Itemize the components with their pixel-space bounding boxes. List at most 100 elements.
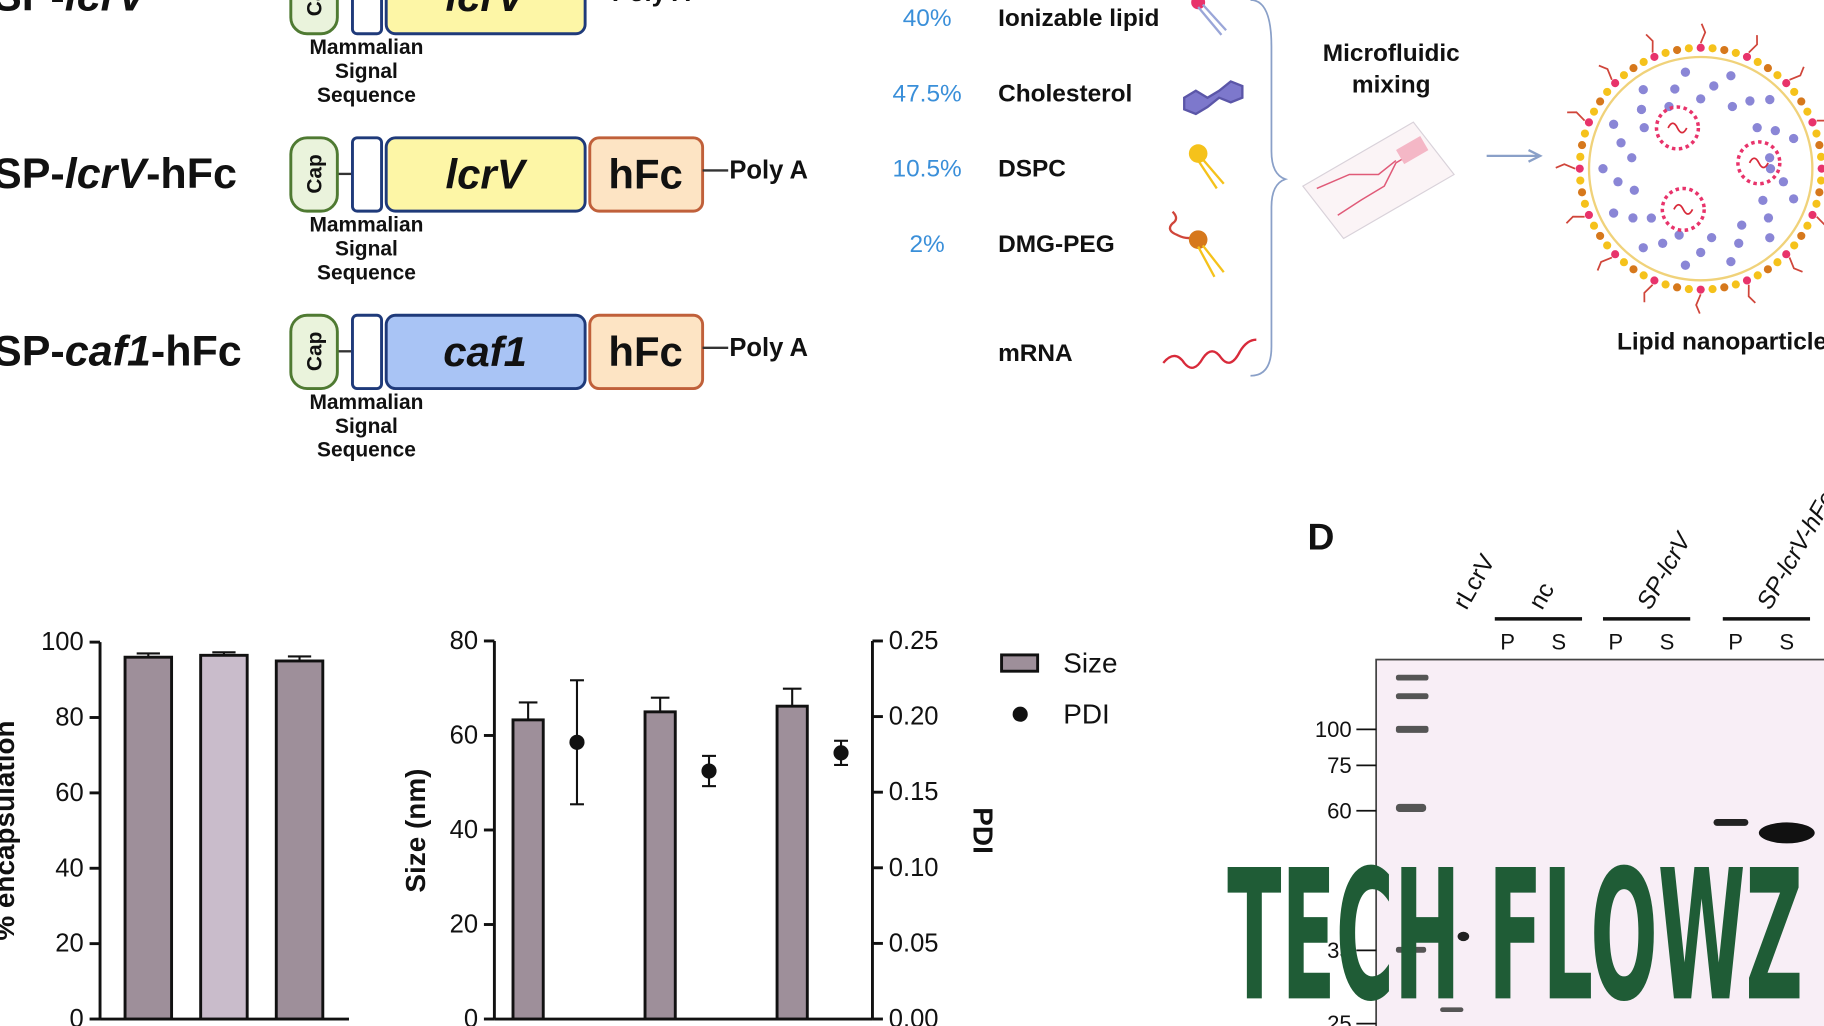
- lnp-head: [1603, 241, 1612, 250]
- lnp-head: [1575, 164, 1584, 173]
- lnp-chol: [1658, 238, 1668, 248]
- lnp-head: [1580, 199, 1589, 208]
- ladder-band: [1395, 946, 1427, 953]
- bar: [775, 704, 809, 1021]
- y2-axis-label: PDI: [967, 807, 998, 854]
- tag-label: hFc: [608, 150, 682, 197]
- lnp-chol: [1709, 81, 1719, 91]
- ladder: [1395, 674, 1464, 1013]
- signal-box: [351, 0, 384, 36]
- lnp-head: [1763, 64, 1772, 73]
- lnp-head: [1576, 152, 1585, 161]
- lnp-chol: [1608, 208, 1619, 218]
- lnp-head: [1673, 45, 1682, 55]
- lnp-head: [1650, 276, 1659, 285]
- icon-dspc-tail: [1197, 158, 1225, 190]
- lnp-peg: [1567, 111, 1586, 122]
- band: [1713, 818, 1749, 826]
- lnp-chol: [1674, 230, 1684, 240]
- lnp-chol: [1764, 153, 1775, 163]
- lnp-micelle: [1736, 140, 1782, 186]
- lipid-percent: 2%: [909, 231, 944, 258]
- lnp-chol: [1627, 153, 1637, 163]
- lnp-chol: [1608, 119, 1619, 129]
- lnp-chol: [1737, 220, 1747, 230]
- lnp-head: [1763, 265, 1772, 274]
- lnp-head: [1684, 284, 1693, 294]
- lnp-chol: [1788, 194, 1799, 204]
- ladder-band: [1395, 725, 1429, 733]
- poly-a: Poly A: [729, 334, 808, 362]
- lnp-head: [1589, 221, 1599, 230]
- lnp-head: [1589, 107, 1599, 116]
- name-gene: caf1: [65, 327, 151, 375]
- signal-label: Sequence: [317, 439, 416, 462]
- mixing-label: mixing: [1352, 71, 1431, 98]
- lnp-peg: [1565, 215, 1585, 224]
- lnp-rna: [1673, 203, 1694, 215]
- lnp-head: [1797, 97, 1806, 106]
- construct: SP-lcrV Cap lcrV Poly A MammalianSignalSeque…: [0, 0, 691, 107]
- name-prefix: SP-: [0, 150, 65, 198]
- lnp-rna: [1748, 157, 1769, 169]
- lnp-head: [1817, 164, 1824, 173]
- lane-sub: P: [1500, 630, 1515, 655]
- lnp-peg: [1789, 66, 1805, 81]
- lnp-peg: [1598, 64, 1613, 81]
- lnp-peg: [1747, 284, 1756, 304]
- lnp-head: [1773, 71, 1782, 80]
- lnp-micelle: [1660, 186, 1706, 233]
- bar: [511, 718, 545, 1021]
- y-axis-label: % encapsulation: [0, 720, 20, 940]
- lnp-label: Lipid nanoparticle: [1617, 329, 1824, 356]
- bar: [643, 710, 677, 1021]
- lnp-head: [1639, 271, 1648, 280]
- signal-label: Mammalian: [309, 391, 423, 414]
- lipid-percent: 10.5%: [893, 156, 962, 183]
- name-prefix: SP-: [0, 0, 65, 21]
- bar: [274, 659, 325, 1021]
- construct-name: SP-lcrV: [0, 0, 149, 21]
- lnp-head: [1708, 284, 1717, 294]
- lnp-head: [1808, 210, 1817, 220]
- lnp-chol: [1636, 104, 1647, 115]
- lipid-percent: 40%: [903, 5, 952, 32]
- lnp-chol: [1696, 94, 1706, 104]
- lnp-chol: [1616, 138, 1626, 148]
- lnp-peg: [1643, 284, 1654, 303]
- name-suffix: -hFc: [146, 150, 237, 198]
- lipid-name: DSPC: [998, 156, 1066, 183]
- signal-box: [351, 136, 384, 213]
- lnp-chol: [1765, 164, 1776, 174]
- chip-mixer: [1396, 136, 1429, 165]
- lnp-chol: [1696, 247, 1706, 258]
- icon-ionizable-tail: [1197, 3, 1227, 36]
- lipid-percent: 47.5%: [893, 80, 962, 107]
- icon-peg-chain: [1168, 210, 1194, 240]
- lane-label: SP-lcrV: [1632, 526, 1698, 613]
- lane-sub: S: [1779, 630, 1794, 655]
- brace: [1250, 0, 1289, 377]
- tick-label: 100: [41, 628, 84, 656]
- lnp-chol: [1726, 71, 1736, 81]
- name-prefix: SP-: [0, 327, 65, 375]
- cap-box: [289, 136, 339, 213]
- microfluidic-chip: [1301, 121, 1455, 240]
- name-gene: lcrV: [65, 150, 150, 198]
- lnp-micelle: [1654, 105, 1701, 151]
- lnp-chol: [1788, 133, 1799, 144]
- lnp-head: [1731, 280, 1740, 289]
- lnp-head: [1577, 141, 1587, 150]
- panel-label: D: [1308, 515, 1335, 557]
- y-axis-label: Size (nm): [400, 769, 431, 893]
- lnp-head: [1696, 43, 1705, 52]
- construct-name: SP-lcrV-hFc: [0, 150, 237, 198]
- lnp-head: [1782, 250, 1791, 259]
- construct-name: SP-caf1-hFc: [0, 327, 242, 375]
- cap-label: Cap: [304, 0, 327, 16]
- lane-label: nc: [1524, 578, 1560, 614]
- lnp-chol: [1765, 233, 1775, 243]
- construct: SP-caf1-hFc Cap caf1 hFc Poly AMammalianSign…: [0, 313, 808, 462]
- lnp-head: [1611, 79, 1620, 88]
